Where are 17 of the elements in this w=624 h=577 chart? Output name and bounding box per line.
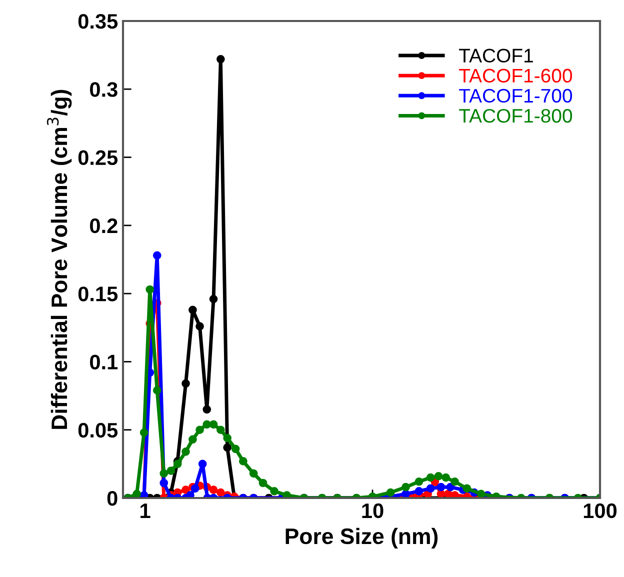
x-axis-title: Pore Size (nm) [286,528,438,549]
y-tick-label: 0 [107,491,118,506]
y-tick-label: 0.35 [78,14,118,29]
x-tick-label: 100 [584,503,617,518]
y-axis-title: Differential Pore Volume (cm$^{3}$/g) [46,90,72,429]
legend-label: TACOF1-700 [459,88,572,103]
y-tick-label: 0.2 [90,218,118,234]
y-tick-label: 0.3 [90,82,118,97]
x-tick-label: 1 [140,504,150,518]
y-tick-label: 0.25 [78,150,118,166]
legend-label: TACOF1-600 [459,68,572,83]
y-tick-label: 0.05 [78,422,118,438]
legend-label: TACOF1 [459,48,533,63]
x-tick-label: 10 [362,503,384,518]
legend-label: TACOF1-800 [459,108,572,123]
y-tick-label: 0.1 [90,354,118,370]
y-tick-label: 0.15 [78,286,118,302]
